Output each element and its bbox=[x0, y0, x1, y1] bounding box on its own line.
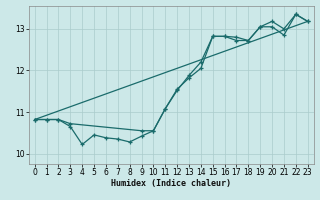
X-axis label: Humidex (Indice chaleur): Humidex (Indice chaleur) bbox=[111, 179, 231, 188]
